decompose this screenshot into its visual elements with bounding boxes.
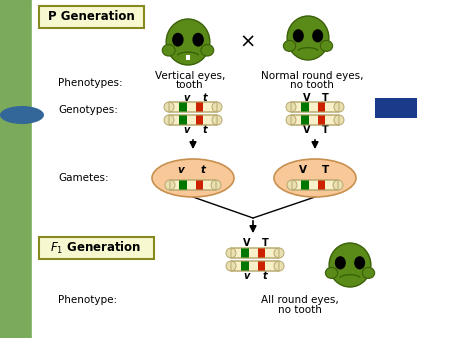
Text: v: v — [178, 165, 184, 175]
Bar — [196, 102, 203, 112]
Text: V: V — [303, 125, 311, 135]
Text: t: t — [263, 271, 267, 281]
Bar — [179, 115, 187, 125]
Ellipse shape — [226, 248, 236, 258]
Text: t: t — [202, 125, 207, 135]
Ellipse shape — [212, 102, 222, 112]
Text: $F_1$ Generation: $F_1$ Generation — [50, 240, 142, 256]
Ellipse shape — [212, 115, 222, 125]
Text: V: V — [303, 93, 311, 103]
Text: T: T — [322, 93, 328, 103]
FancyBboxPatch shape — [291, 102, 339, 112]
Ellipse shape — [329, 243, 371, 287]
Bar — [375, 98, 417, 118]
Bar — [318, 102, 325, 112]
Bar — [186, 55, 190, 61]
Text: tooth: tooth — [176, 80, 204, 90]
Ellipse shape — [354, 256, 365, 269]
Bar — [196, 180, 203, 190]
Text: Gametes:: Gametes: — [58, 173, 108, 183]
Ellipse shape — [286, 115, 296, 125]
Ellipse shape — [284, 41, 296, 51]
Text: no tooth: no tooth — [278, 305, 322, 315]
Ellipse shape — [192, 33, 204, 47]
Ellipse shape — [226, 261, 236, 271]
Ellipse shape — [164, 102, 174, 112]
FancyBboxPatch shape — [291, 115, 339, 125]
Ellipse shape — [274, 261, 284, 271]
FancyBboxPatch shape — [169, 115, 217, 125]
Bar — [241, 261, 249, 271]
FancyBboxPatch shape — [170, 180, 216, 190]
FancyBboxPatch shape — [292, 180, 338, 190]
Text: v: v — [184, 93, 190, 103]
Text: ×: × — [240, 32, 256, 51]
Text: t: t — [202, 93, 207, 103]
FancyBboxPatch shape — [39, 5, 144, 27]
Bar — [241, 248, 249, 258]
Bar — [179, 180, 187, 190]
Bar — [258, 261, 265, 271]
Ellipse shape — [334, 115, 344, 125]
Text: V: V — [299, 165, 307, 175]
Ellipse shape — [320, 41, 333, 51]
Bar — [318, 115, 325, 125]
Text: Vertical eyes,: Vertical eyes, — [155, 71, 225, 81]
Ellipse shape — [287, 180, 297, 190]
Ellipse shape — [172, 33, 184, 47]
Bar — [258, 248, 265, 258]
Ellipse shape — [293, 29, 304, 42]
Ellipse shape — [333, 180, 343, 190]
Text: Phenotypes:: Phenotypes: — [58, 78, 122, 88]
Ellipse shape — [334, 102, 344, 112]
Bar — [301, 115, 309, 125]
Ellipse shape — [312, 29, 323, 42]
Ellipse shape — [164, 115, 174, 125]
Bar — [179, 102, 187, 112]
Ellipse shape — [286, 102, 296, 112]
FancyBboxPatch shape — [39, 237, 153, 259]
Text: T: T — [321, 165, 328, 175]
Bar — [318, 180, 325, 190]
Text: v: v — [244, 271, 250, 281]
Ellipse shape — [287, 16, 329, 60]
FancyBboxPatch shape — [169, 102, 217, 112]
Ellipse shape — [211, 180, 221, 190]
Text: V: V — [243, 238, 251, 248]
Bar — [301, 102, 309, 112]
FancyBboxPatch shape — [231, 248, 279, 258]
Text: v: v — [184, 125, 190, 135]
Bar — [196, 115, 203, 125]
Ellipse shape — [165, 180, 175, 190]
Text: t: t — [201, 165, 206, 175]
Ellipse shape — [325, 267, 338, 279]
Text: no tooth: no tooth — [290, 80, 334, 90]
Ellipse shape — [335, 256, 346, 269]
FancyBboxPatch shape — [231, 261, 279, 271]
Text: All round eyes,: All round eyes, — [261, 295, 339, 305]
Text: P Generation: P Generation — [48, 10, 135, 24]
Ellipse shape — [362, 267, 375, 279]
Ellipse shape — [152, 159, 234, 197]
Text: T: T — [261, 238, 268, 248]
Ellipse shape — [162, 45, 175, 56]
Text: Phenotype:: Phenotype: — [58, 295, 117, 305]
Ellipse shape — [166, 19, 210, 65]
Bar — [301, 180, 309, 190]
Ellipse shape — [274, 159, 356, 197]
Text: Normal round eyes,: Normal round eyes, — [261, 71, 363, 81]
Ellipse shape — [201, 45, 214, 56]
Text: T: T — [322, 125, 328, 135]
Ellipse shape — [274, 248, 284, 258]
Bar — [0, 0, 32, 338]
Ellipse shape — [0, 106, 44, 124]
Text: Genotypes:: Genotypes: — [58, 105, 118, 115]
